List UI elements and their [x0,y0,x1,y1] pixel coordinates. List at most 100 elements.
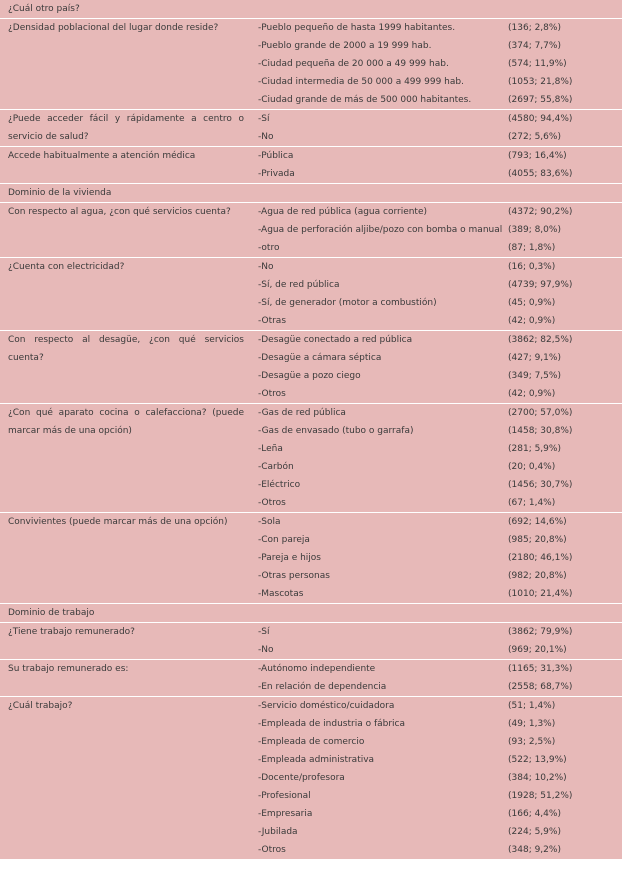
option-label: -Sí, de generador (motor a combustión) [258,298,437,308]
option-value: (692; 14,6%) [508,517,567,527]
option-row: -Otros (348; 9,2%) [252,841,622,859]
option-label: -Otras [258,316,287,326]
option-row: -No (16; 0,3%) [252,258,622,276]
option-value: (2558; 68,7%) [508,682,573,692]
options: -No (16; 0,3%) -Sí, de red pública (4739; 9… [252,258,622,330]
option-label: -No [258,645,274,655]
option-label: -Empleada de comercio [258,737,365,747]
option-label: -No [258,132,274,142]
table-row: ¿Cuál otro país? [0,0,622,19]
option-value: (349; 7,5%) [508,371,561,381]
option-row: -En relación de dependencia (2558; 68,7%) [252,678,622,696]
option-label: -Gas de envasado (tubo o garrafa) [258,426,414,436]
option-label: -Empleada administrativa [258,755,375,765]
option-row: -Desagüe a pozo ciego (349; 7,5%) [252,367,622,385]
option-value: (384; 10,2%) [508,773,567,783]
option-label: -Otros [258,498,286,508]
table-row: ¿Cuenta con electricidad? -No (16; 0,3%) -S… [0,258,622,331]
option-value: (42; 0,9%) [508,389,556,399]
option-label: -Eléctrico [258,480,301,490]
option-value: (42; 0,9%) [508,316,556,326]
question: ¿Cuenta con electricidad? [8,262,125,272]
option-label: -Servicio doméstico/cuidadora [258,701,395,711]
option-row: -No (272; 5,6%) [252,128,622,146]
option-row: -Empresaria (166; 4,4%) [252,805,622,823]
table-row: Accede habitualmente a atención médica -P… [0,147,622,184]
option-value: (1165; 31,3%) [508,664,573,674]
section-heading: Dominio de la vivienda [8,188,112,198]
option-row: -Pareja e hijos (2180; 46,1%) [252,549,622,567]
option-value: (348; 9,2%) [508,845,561,855]
option-value: (4372; 90,2%) [508,207,573,217]
question: Su trabajo remunerado es: [8,664,129,674]
option-row: -Pueblo pequeño de hasta 1999 habitantes… [252,19,622,37]
option-value: (224; 5,9%) [508,827,561,837]
option-label: -Privada [258,169,295,179]
option-value: (3862; 79,9%) [508,627,573,637]
table-row: ¿Tiene trabajo remunerado? -Sí (3862; 79,9… [0,623,622,660]
table-row: ¿Cuál trabajo? -Servicio doméstico/cuidad… [0,697,622,860]
option-row: -otro (87; 1,8%) [252,239,622,257]
table-row: Su trabajo remunerado es: -Autónomo indep… [0,660,622,697]
option-value: (281; 5,9%) [508,444,561,454]
question: ¿Puede acceder fácil y rápidamente a cen… [8,114,244,142]
option-value: (4580; 94,4%) [508,114,573,124]
option-value: (87; 1,8%) [508,243,556,253]
option-label: -Docente/profesora [258,773,345,783]
option-label: -Sola [258,517,281,527]
option-label: -Ciudad intermedia de 50 000 a 499 999 h… [258,77,464,87]
question: Convivientes (puede marcar más de una op… [8,517,228,527]
options: -Desagüe conectado a red pública (3862; 8… [252,331,622,403]
option-row: -Profesional (1928; 51,2%) [252,787,622,805]
option-row: -Servicio doméstico/cuidadora (51; 1,4%) [252,697,622,715]
option-label: -otro [258,243,280,253]
option-row: -Empleada administrativa (522; 13,9%) [252,751,622,769]
option-value: (1053; 21,8%) [508,77,573,87]
option-value: (166; 4,4%) [508,809,561,819]
option-value: (4739; 97,9%) [508,280,573,290]
option-value: (2697; 55,8%) [508,95,573,105]
table-row: ¿Puede acceder fácil y rápidamente a cen… [0,110,622,147]
option-row: -Eléctrico (1456; 30,7%) [252,476,622,494]
option-value: (3862; 82,5%) [508,335,573,345]
option-value: (2180; 46,1%) [508,553,573,563]
options: -Pública (793; 16,4%) -Privada (4055; 83,6%… [252,147,622,183]
option-label: -Ciudad pequeña de 20 000 a 49 999 hab. [258,59,449,69]
option-value: (136; 2,8%) [508,23,561,33]
option-label: -No [258,262,274,272]
option-label: -Otros [258,389,286,399]
option-row: -Otras personas (982; 20,8%) [252,567,622,585]
option-value: (1928; 51,2%) [508,791,573,801]
option-label: -Empleada de industria o fábrica [258,719,406,729]
option-value: (1010; 21,4%) [508,589,573,599]
option-row: -Leña (281; 5,9%) [252,440,622,458]
option-value: (969; 20,1%) [508,645,567,655]
option-row: -Desagüe a cámara séptica (427; 9,1%) [252,349,622,367]
option-row: -Mascotas (1010; 21,4%) [252,585,622,603]
option-row: -Pública (793; 16,4%) [252,147,622,165]
option-label: -Otras personas [258,571,330,581]
option-value: (1456; 30,7%) [508,480,573,490]
option-value: (374; 7,7%) [508,41,561,51]
option-label: -Carbón [258,462,294,472]
option-value: (49; 1,3%) [508,719,556,729]
option-row: -Jubilada (224; 5,9%) [252,823,622,841]
table-row: Convivientes (puede marcar más de una op… [0,513,622,604]
option-label: -Autónomo independiente [258,664,376,674]
option-value: (16; 0,3%) [508,262,556,272]
option-label: -Pareja e hijos [258,553,321,563]
option-value: (93; 2,5%) [508,737,556,747]
option-label: -Sí [258,627,270,637]
option-label: -Profesional [258,791,311,801]
table-row: Dominio de trabajo [0,604,622,623]
option-row: -Gas de envasado (tubo o garrafa) (1458; … [252,422,622,440]
option-value: (45; 0,9%) [508,298,556,308]
option-row: -Ciudad intermedia de 50 000 a 499 999 h… [252,73,622,91]
options: -Autónomo independiente (1165; 31,3%) -En … [252,660,622,696]
option-value: (427; 9,1%) [508,353,561,363]
option-value: (51; 1,4%) [508,701,556,711]
option-label: -Empresaria [258,809,313,819]
options: -Sí (4580; 94,4%) -No (272; 5,6%) [252,110,622,146]
question: ¿Cuál trabajo? [8,701,73,711]
